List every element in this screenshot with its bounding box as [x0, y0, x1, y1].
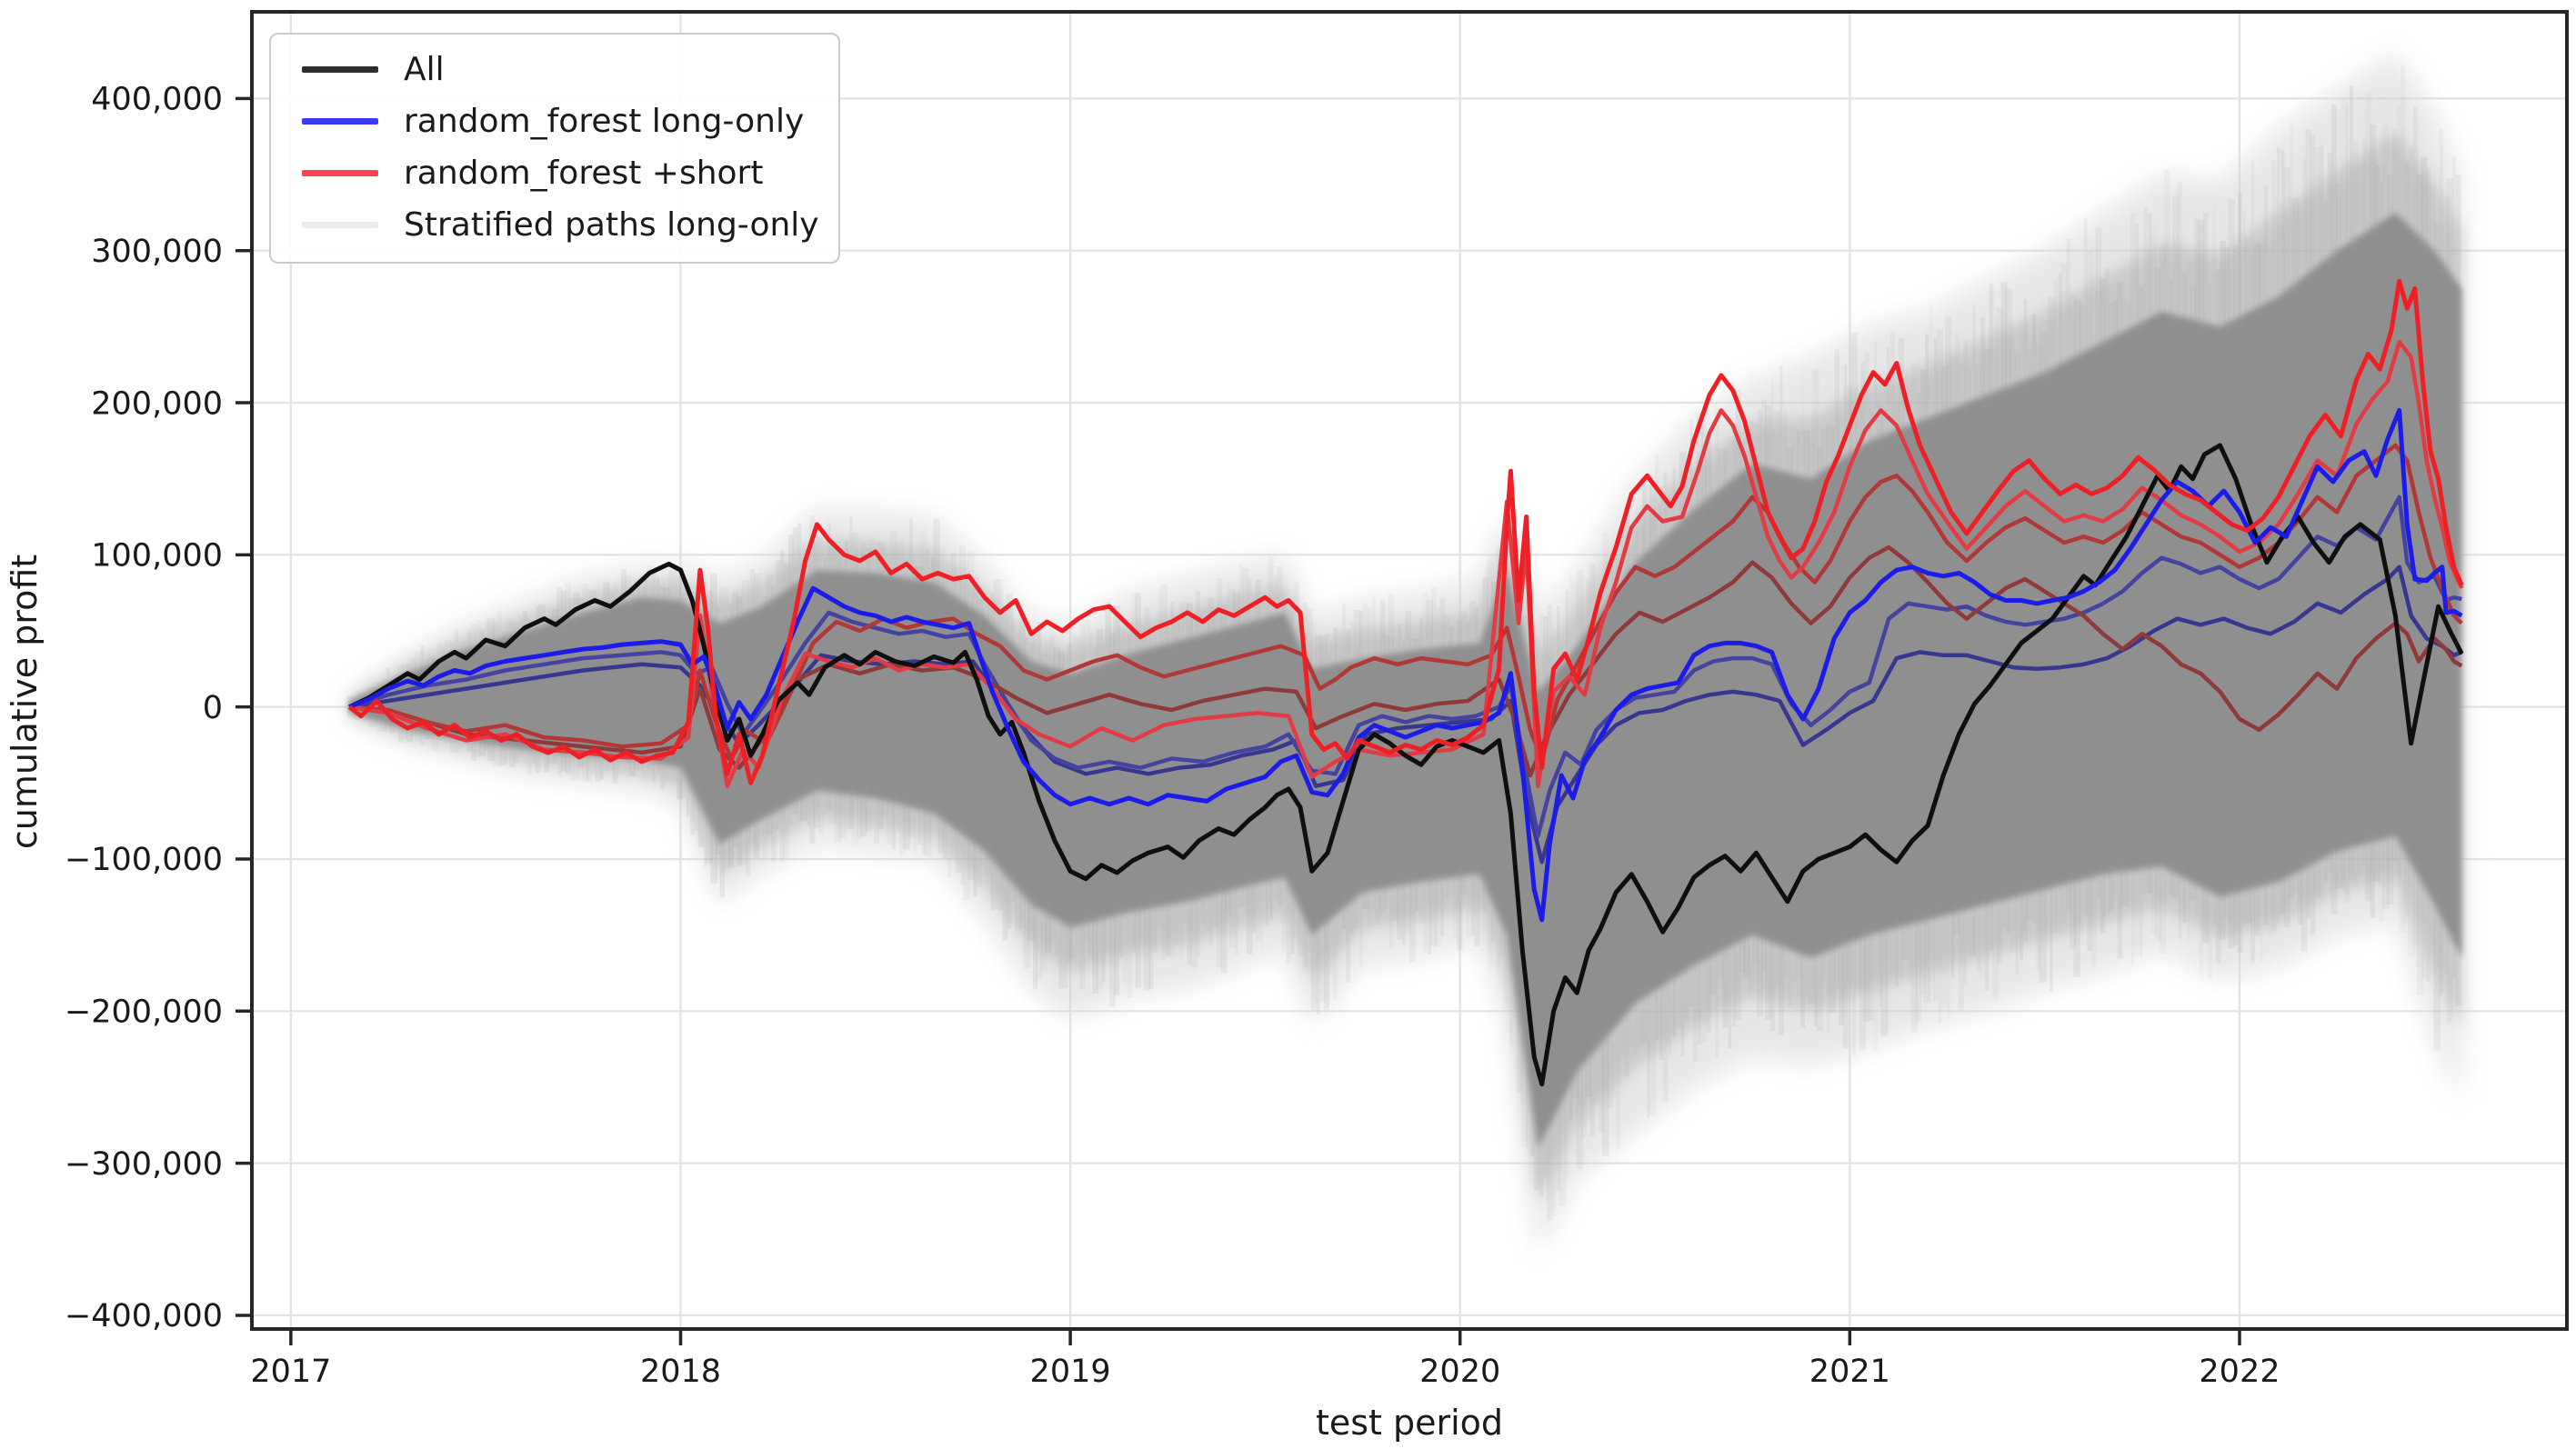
y-axis-label: cumulative profit [5, 555, 45, 849]
legend-item-rf-short: random_forest +short [271, 147, 838, 199]
y-tick-label: −100,000 [65, 842, 223, 878]
legend-swatch-stratified-paths [302, 222, 378, 228]
legend-item-rf-long-only: random_forest long-only [271, 95, 838, 147]
y-tick-label: 400,000 [91, 82, 223, 118]
series-line-0 [348, 443, 2464, 1087]
series-line-1 [348, 407, 2463, 923]
legend-swatch-all [302, 66, 378, 73]
x-tick-label: 2017 [250, 1354, 331, 1390]
legend-item-all: All [271, 44, 838, 95]
axes: 400,000 300,000 200,000 100,000 0 −100,000 −20… [65, 10, 2569, 1390]
x-tick-label: 2019 [1030, 1354, 1111, 1390]
legend-item-stratified-paths: Stratified paths long-only [271, 199, 838, 251]
legend-label: random_forest +short [404, 155, 764, 192]
y-tick-label: 100,000 [91, 538, 223, 575]
legend-label: All [404, 51, 445, 88]
legend-label: random_forest long-only [404, 103, 805, 140]
x-tick-label: 2020 [1419, 1354, 1500, 1390]
legend-label: Stratified paths long-only [404, 206, 819, 244]
legend-swatch-rf-long-only [302, 118, 378, 125]
series-lines [347, 278, 2464, 1087]
y-tick-label: −400,000 [65, 1298, 223, 1334]
series-line-5 [348, 545, 2463, 778]
series-line-4 [349, 443, 2463, 763]
legend-swatch-rf-short [302, 170, 378, 176]
legend: All random_forest long-only random_fores… [269, 33, 840, 264]
x-axis-label: test period [1316, 1403, 1503, 1443]
y-tick-label: 300,000 [91, 234, 223, 270]
series-line-3 [348, 339, 2464, 788]
x-tick-label: 2022 [2199, 1354, 2280, 1390]
y-tick-label: −200,000 [65, 994, 223, 1031]
plot-spines [250, 10, 2569, 1331]
series-line-2 [347, 278, 2464, 785]
y-tick-label: −300,000 [65, 1146, 223, 1183]
series-line-6 [348, 495, 2462, 839]
y-tick-label: 0 [203, 690, 223, 726]
x-tick-label: 2021 [1809, 1354, 1890, 1390]
y-tick-label: 200,000 [91, 385, 223, 422]
stratified-paths-cloud [346, 53, 2462, 1255]
x-tick-label: 2018 [640, 1354, 721, 1390]
